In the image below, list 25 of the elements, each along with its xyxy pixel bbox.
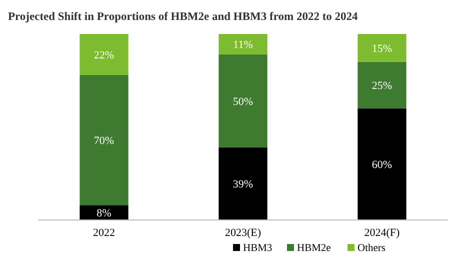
chart-title: Projected Shift in Proportions of HBM2e and HBM3 from 2022 to 2024: [8, 11, 358, 23]
bar: [80, 74, 128, 206]
legend-label: HBM3: [243, 243, 272, 254]
bar: [358, 108, 406, 220]
data-label: 25%: [372, 80, 392, 92]
bar: [358, 62, 406, 108]
bar: [358, 34, 406, 62]
bar: [80, 34, 128, 75]
x-tick-label: 2024(F): [364, 227, 400, 239]
legend-label: Others: [358, 243, 386, 254]
data-label: 8%: [96, 208, 112, 220]
data-label: 50%: [232, 96, 254, 108]
data-label: 70%: [94, 135, 114, 148]
data-label: 11%: [233, 39, 253, 52]
bar: [218, 147, 268, 220]
data-label: 22%: [94, 49, 114, 62]
bar: [218, 34, 268, 54]
bar: [80, 205, 128, 220]
legend-label: HBM2e: [297, 243, 332, 254]
x-tick-label: 2023(E): [224, 227, 262, 239]
data-label: 60%: [372, 159, 392, 172]
x-tick-label: 2022: [93, 227, 116, 239]
data-label: 39%: [232, 178, 254, 191]
data-label: 15%: [372, 42, 392, 55]
bar: [218, 54, 268, 148]
